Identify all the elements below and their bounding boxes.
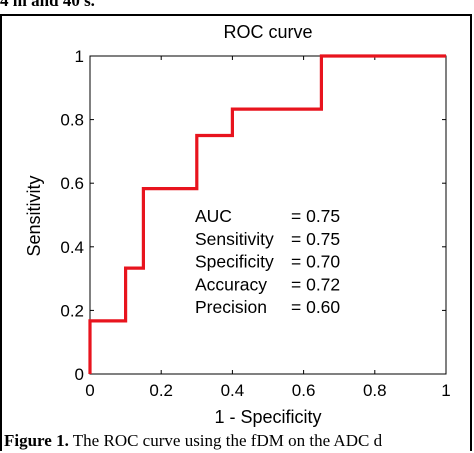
x-tick-label: 0.8: [363, 381, 387, 400]
x-tick-label: 1: [441, 381, 450, 400]
stat-label: Accuracy: [195, 274, 267, 294]
y-tick-label: 0.2: [60, 301, 84, 320]
figure-frame: [0, 14, 472, 451]
stat-label: AUC: [195, 206, 232, 226]
y-tick-label: 0.6: [60, 174, 84, 193]
top-text-fragment: 4 m and 40 s.: [0, 0, 95, 10]
stat-label: Sensitivity: [195, 229, 274, 249]
y-tick-label: 0.8: [60, 111, 84, 130]
x-tick-label: 0.2: [149, 381, 173, 400]
caption-text: The ROC curve using the fDM on the ADC d: [68, 431, 383, 450]
chart-title: ROC curve: [223, 22, 312, 42]
x-tick-label: 0.6: [292, 381, 316, 400]
stat-value: = 0.60: [291, 297, 340, 317]
stat-value: = 0.75: [291, 206, 340, 226]
y-tick-label: 0.4: [60, 238, 84, 257]
plot-area-frame: [89, 55, 447, 375]
stats-annotation: AUC = 0.75 Sensitivity = 0.75 Specificity = 0…: [195, 206, 340, 317]
stat-value: = 0.75: [291, 229, 340, 249]
roc-curve-line: [88, 54, 446, 374]
stat-label: Precision: [195, 297, 267, 317]
x-tick-label: 0: [85, 381, 94, 400]
x-tick-label: 0.4: [221, 381, 245, 400]
x-axis-label: 1 - Specificity: [214, 407, 321, 427]
caption-lead: Figure 1.: [4, 431, 69, 450]
stat-label: Specificity: [195, 252, 274, 272]
y-axis-label: Sensitivity: [24, 175, 44, 256]
axis-ticks: 0 0.2 0.4 0.6 0.8 1 0 0.2 0.4 0.6 0.8 1: [60, 47, 450, 400]
y-tick-label: 0: [75, 365, 84, 384]
stat-value: = 0.70: [291, 252, 340, 272]
series-layer: [88, 54, 446, 374]
y-tick-label: 1: [75, 47, 84, 66]
figure-caption: Figure 1. The ROC curve using the fDM on…: [4, 431, 382, 451]
stat-value: = 0.72: [291, 274, 340, 294]
